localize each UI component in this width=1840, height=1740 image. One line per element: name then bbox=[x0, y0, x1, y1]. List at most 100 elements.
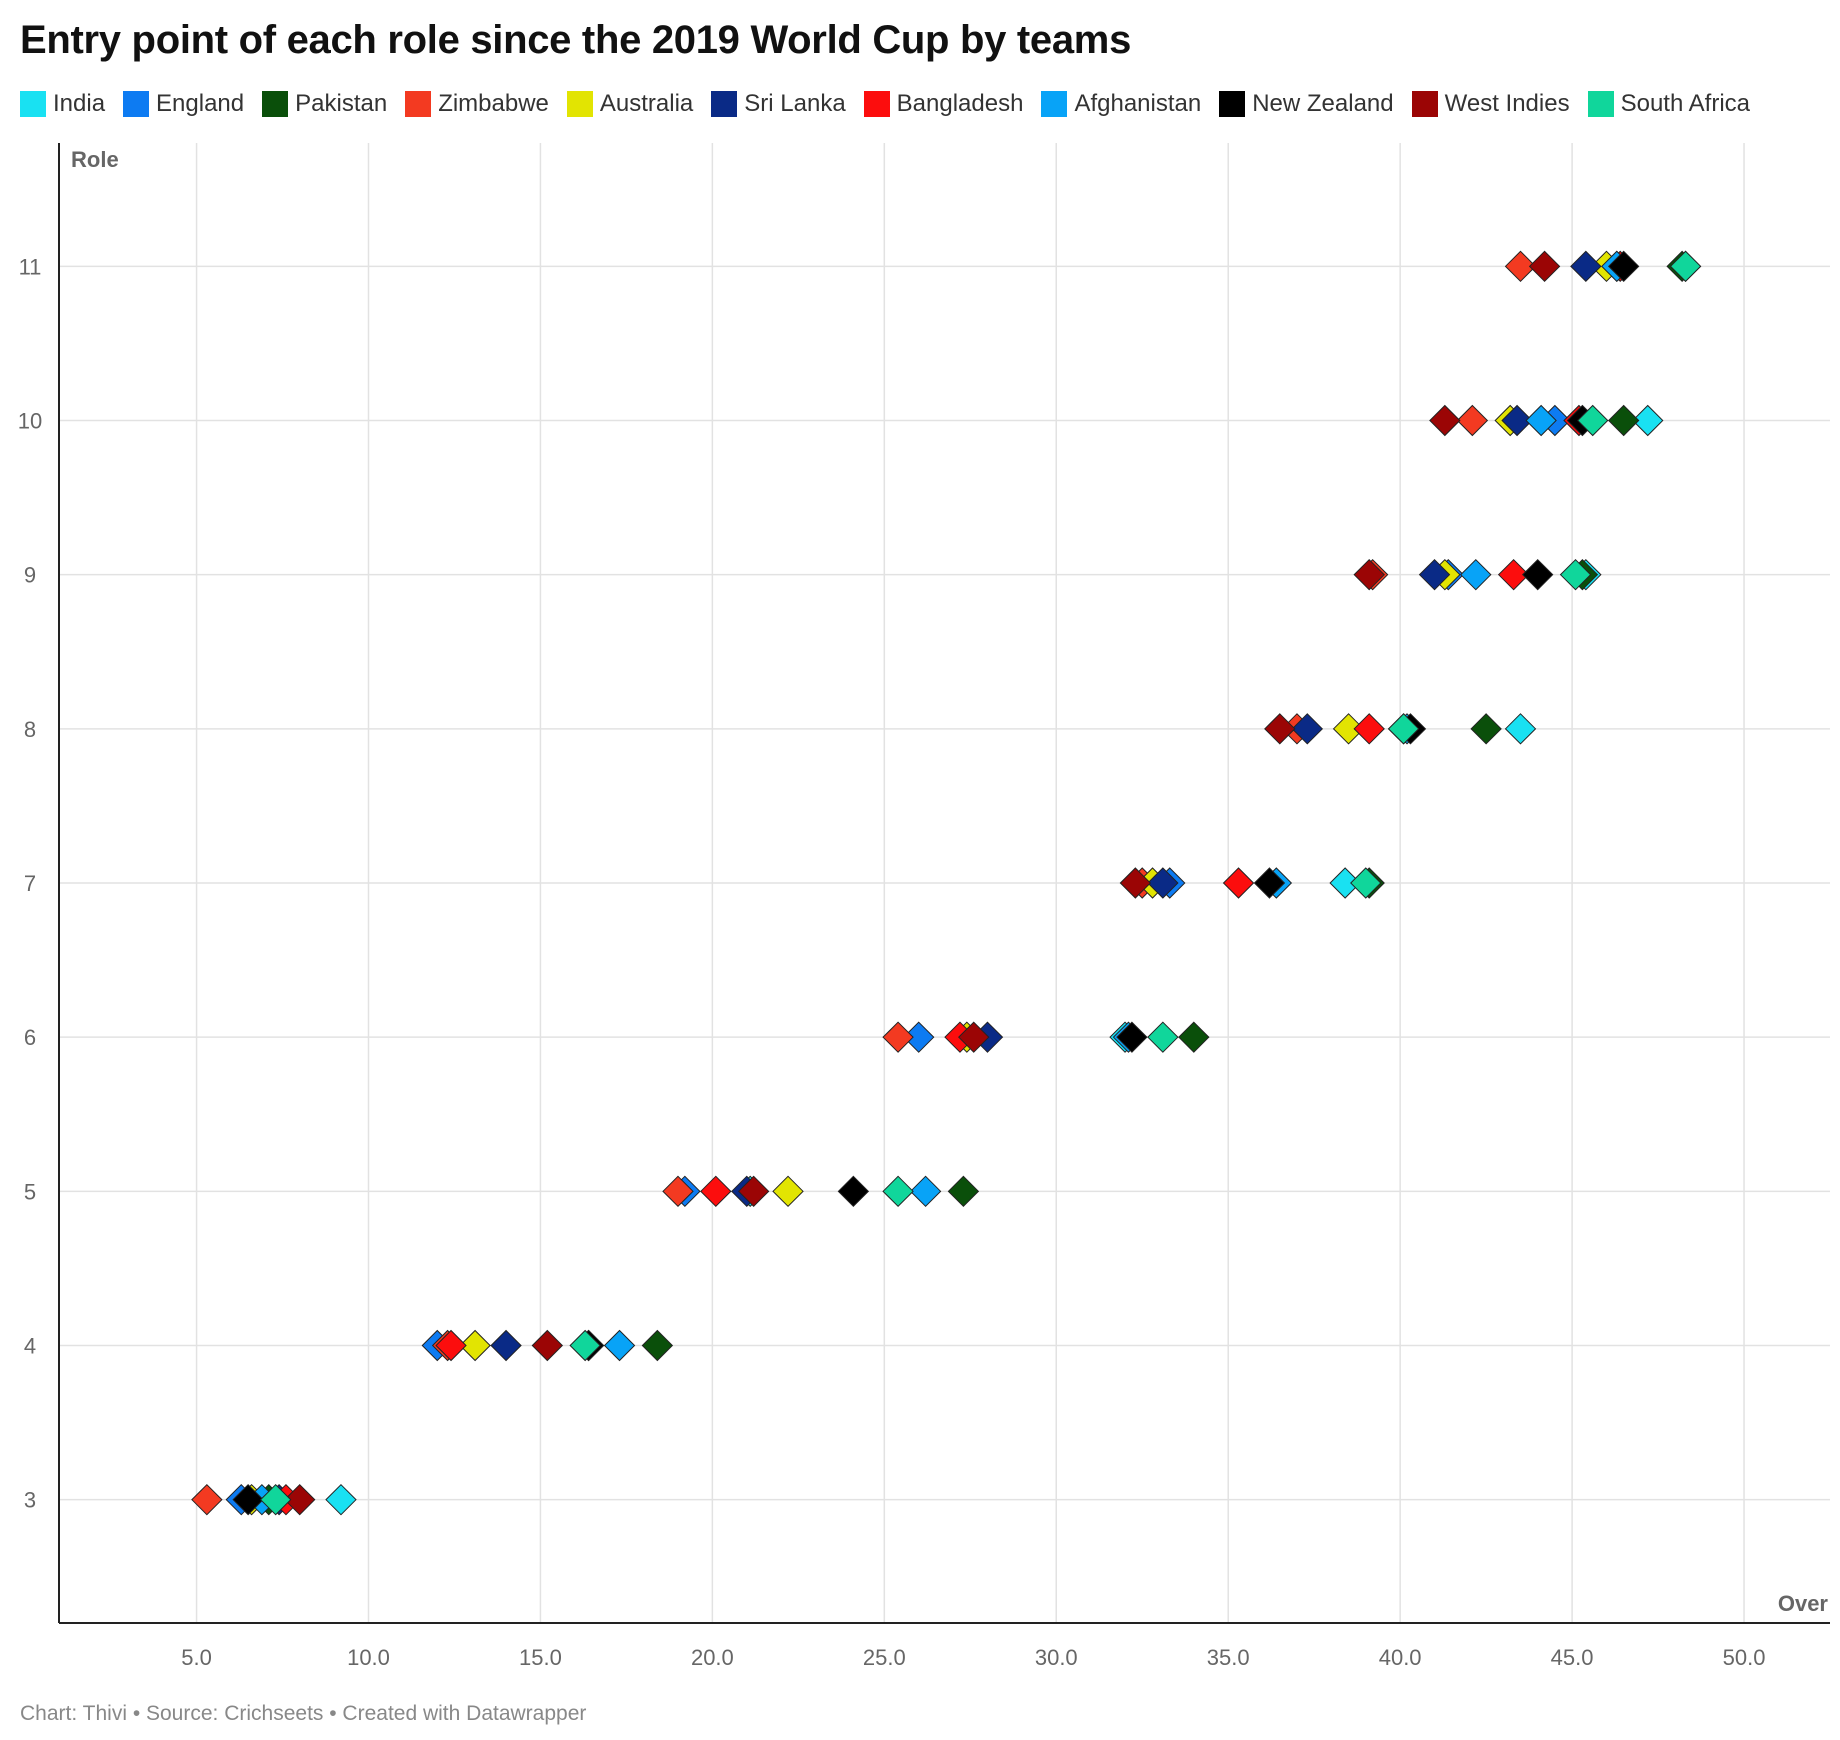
data-point bbox=[1497, 558, 1530, 591]
data-point bbox=[1353, 558, 1385, 591]
data-point bbox=[1456, 404, 1489, 437]
x-tick-label: 40.0 bbox=[1379, 1645, 1422, 1670]
x-tick-label: 5.0 bbox=[181, 1645, 212, 1670]
legend-item: India bbox=[20, 90, 105, 118]
y-tick-label: 11 bbox=[19, 254, 42, 279]
y-tick-label: 8 bbox=[24, 717, 36, 742]
data-point bbox=[837, 1175, 870, 1208]
chart-title: Entry point of each role since the 2019 … bbox=[20, 18, 1132, 62]
legend-item: Zimbabwe bbox=[405, 90, 549, 118]
legend-swatch bbox=[262, 91, 289, 117]
data-point bbox=[1178, 1021, 1210, 1053]
legend-item: England bbox=[123, 90, 244, 118]
scatter-chart: 5.0 10.0 15.0 20.0 25.0 30.0 35.0 40.0 45.0 50.0 3… bbox=[18, 143, 1830, 1670]
data-point bbox=[1387, 713, 1420, 745]
data-point bbox=[459, 1329, 491, 1362]
legend-swatch bbox=[566, 91, 593, 117]
data-point bbox=[1669, 250, 1702, 283]
grid-lines bbox=[59, 143, 1830, 1623]
data-point bbox=[1632, 404, 1664, 437]
legend-label: South Africa bbox=[1620, 90, 1751, 117]
legend-item: Bangladesh bbox=[863, 90, 1023, 118]
data-point bbox=[947, 1175, 980, 1208]
y-tick-label: 10 bbox=[18, 409, 42, 434]
data-point bbox=[882, 1021, 914, 1053]
data-point bbox=[603, 1329, 636, 1362]
legend-swatch bbox=[405, 91, 432, 117]
x-tick-label: 30.0 bbox=[1035, 1645, 1078, 1670]
series-new-zealand bbox=[232, 250, 1640, 1516]
axes bbox=[58, 143, 1830, 1624]
legend-swatch bbox=[1219, 91, 1246, 117]
legend-swatch bbox=[711, 91, 738, 117]
data-point bbox=[325, 1483, 357, 1516]
data-point bbox=[1577, 404, 1609, 437]
data-point bbox=[284, 1483, 316, 1516]
data-point bbox=[1147, 867, 1179, 899]
data-point bbox=[569, 1329, 601, 1362]
x-tick-label: 35.0 bbox=[1207, 1645, 1250, 1670]
legend-swatch bbox=[123, 91, 150, 117]
legend-label: India bbox=[53, 90, 106, 117]
x-tick-label: 25.0 bbox=[863, 1645, 906, 1670]
data-point bbox=[1116, 1021, 1148, 1053]
legend-label: Australia bbox=[599, 90, 694, 117]
y-tick-label: 6 bbox=[24, 1025, 36, 1050]
tick-labels: 5.0 10.0 15.0 20.0 25.0 30.0 35.0 40.0 45.0 50.0 3… bbox=[18, 254, 1766, 1670]
data-point bbox=[737, 1175, 770, 1208]
x-axis-title: Over bbox=[1778, 1591, 1829, 1616]
data-point bbox=[662, 1175, 694, 1208]
legend-item: South Africa bbox=[1587, 90, 1751, 118]
legend-item: Afghanistan bbox=[1041, 90, 1201, 118]
data-point bbox=[1418, 558, 1451, 591]
legend-label: Afghanistan bbox=[1074, 90, 1202, 117]
data-point bbox=[1222, 867, 1255, 899]
legend-label: Sri Lanka bbox=[744, 90, 846, 117]
data-point bbox=[909, 1175, 942, 1208]
legend-item: Australia bbox=[566, 90, 694, 118]
data-point bbox=[1147, 1021, 1179, 1053]
data-point bbox=[1570, 250, 1602, 283]
data-point bbox=[1607, 404, 1640, 437]
data-point bbox=[958, 1021, 990, 1053]
data-point bbox=[1528, 250, 1561, 283]
data-point bbox=[882, 1175, 914, 1208]
data-point bbox=[531, 1329, 564, 1362]
y-axis-title: Role bbox=[71, 147, 119, 172]
x-tick-label: 45.0 bbox=[1551, 1645, 1594, 1670]
series-west-indies bbox=[284, 250, 1561, 1516]
x-tick-label: 10.0 bbox=[347, 1645, 390, 1670]
data-point bbox=[259, 1483, 292, 1516]
data-point bbox=[490, 1329, 522, 1362]
y-tick-label: 7 bbox=[24, 871, 36, 896]
data-point bbox=[191, 1483, 223, 1516]
legend-item: New Zealand bbox=[1219, 90, 1394, 118]
data-point bbox=[1353, 713, 1385, 745]
series-south-africa bbox=[259, 250, 1702, 1516]
data-point bbox=[1504, 713, 1537, 745]
y-tick-label: 5 bbox=[24, 1179, 36, 1204]
legend-item: West Indies bbox=[1411, 90, 1570, 118]
data-point bbox=[1525, 404, 1557, 437]
data-point bbox=[1607, 250, 1640, 283]
legend-swatch bbox=[1041, 91, 1068, 117]
y-tick-label: 4 bbox=[24, 1334, 36, 1359]
data-point bbox=[1264, 713, 1296, 745]
legend-label: Zimbabwe bbox=[438, 90, 549, 117]
data-point bbox=[1253, 867, 1286, 899]
data-point bbox=[232, 1483, 264, 1516]
legend-label: Pakistan bbox=[295, 90, 388, 117]
y-tick-label: 3 bbox=[24, 1488, 36, 1513]
data-point bbox=[641, 1329, 674, 1362]
x-tick-label: 20.0 bbox=[691, 1645, 734, 1670]
x-tick-label: 50.0 bbox=[1723, 1645, 1766, 1670]
data-point bbox=[1521, 558, 1554, 591]
legend-label: West Indies bbox=[1444, 90, 1570, 117]
legend-item: Pakistan bbox=[262, 90, 387, 118]
legend-item: Sri Lanka bbox=[711, 90, 846, 118]
x-tick-label: 15.0 bbox=[519, 1645, 562, 1670]
data-point bbox=[1559, 558, 1592, 591]
legend-swatch bbox=[1587, 91, 1614, 117]
data-point bbox=[1119, 867, 1152, 899]
y-tick-label: 9 bbox=[24, 563, 36, 588]
